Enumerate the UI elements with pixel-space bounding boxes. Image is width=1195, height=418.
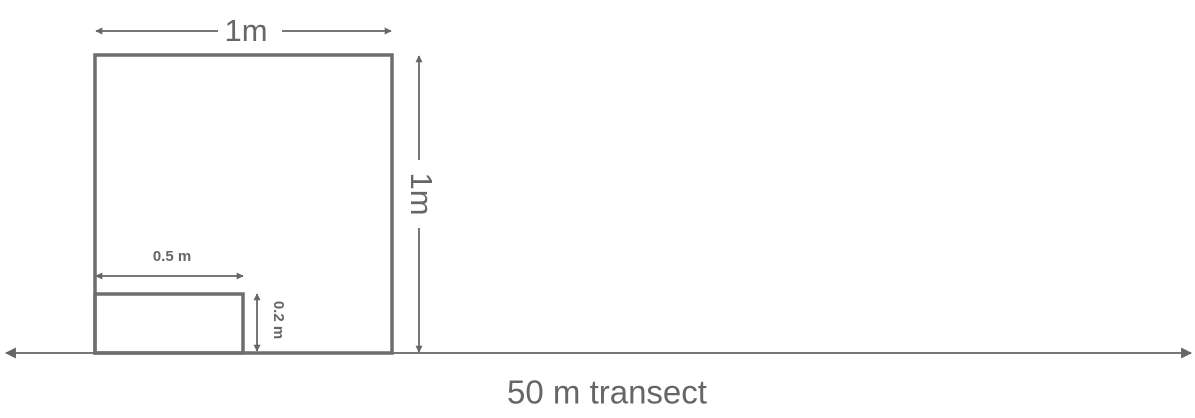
subplot-width-label: 0.5 m (153, 248, 191, 265)
subplot-frame (93, 292, 245, 355)
quadrat-height-label: 1m (404, 172, 439, 215)
subplot-height-label: 0.2 m (270, 301, 287, 339)
transect-label: 50 m transect (507, 374, 707, 411)
quadrat-width-label: 1m (224, 13, 267, 48)
